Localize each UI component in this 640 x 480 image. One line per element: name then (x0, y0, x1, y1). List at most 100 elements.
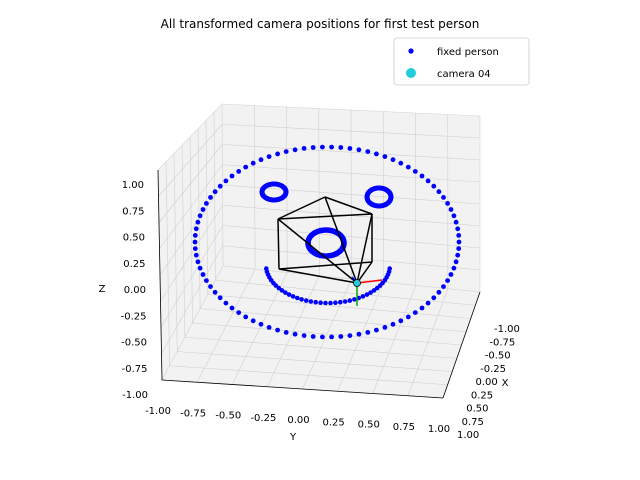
data-point (398, 160, 404, 166)
y-tick-labels: -1.00 -0.75 -0.50 -0.25 0.00 0.25 0.50 0.75 1.00 (145, 406, 450, 435)
data-point (374, 151, 379, 157)
data-point (388, 193, 394, 199)
data-point (445, 201, 450, 206)
legend-label-camera-04: camera 04 (437, 69, 491, 80)
data-point (455, 226, 461, 232)
data-point (347, 146, 353, 151)
grid-line (160, 225, 224, 328)
x-tick-label: -0.75 (489, 337, 515, 348)
data-point (352, 297, 357, 302)
data-point (453, 259, 459, 265)
data-point (310, 334, 316, 339)
data-point (333, 300, 338, 306)
data-point (338, 334, 344, 339)
data-point (412, 169, 418, 174)
data-point (436, 289, 442, 295)
axis-lines (157, 169, 481, 399)
data-point (195, 219, 201, 225)
legend-box (393, 37, 530, 86)
data-point (229, 173, 235, 179)
data-point (323, 300, 328, 306)
grid-line (372, 285, 417, 394)
data-point (390, 157, 396, 163)
chart-title: All transformed camera positions for fir… (161, 17, 480, 31)
x-tick-label: 0.50 (466, 404, 488, 415)
grid-line (192, 322, 462, 346)
data-point (405, 164, 411, 170)
data-point (456, 239, 462, 245)
data-point (212, 189, 218, 195)
legend-marker-fixed-person (408, 48, 414, 54)
data-point (283, 188, 289, 194)
data-point (356, 147, 362, 153)
frustum-edge (356, 213, 373, 284)
data-point (200, 207, 206, 212)
data-point (453, 219, 459, 225)
data-point (382, 154, 388, 160)
frustum-edge (356, 261, 373, 284)
data-point (382, 325, 388, 330)
data-point (295, 295, 300, 301)
data-point (229, 305, 235, 311)
data-point (195, 259, 201, 265)
x-tick-label: 0.00 (476, 377, 498, 388)
grid-line (200, 308, 467, 333)
data-point (347, 298, 353, 303)
data-point (419, 305, 425, 311)
z-tick-label: 1.00 (122, 180, 144, 191)
data-point (192, 246, 198, 252)
data-point (365, 149, 371, 155)
data-point (217, 295, 223, 301)
data-point (283, 330, 289, 335)
grid-line (407, 288, 449, 396)
grid-line (205, 120, 209, 295)
data-point (204, 278, 209, 283)
z-tick-label: 0.75 (122, 206, 144, 217)
data-point (223, 178, 229, 184)
data-point (398, 318, 404, 324)
grid-lines (158, 105, 481, 396)
z-tick-label: -0.50 (121, 338, 147, 349)
data-point (208, 284, 213, 289)
data-point (425, 178, 431, 184)
data-point (338, 299, 343, 305)
frustum-edge (277, 213, 373, 220)
data-point (456, 233, 462, 238)
data-point (292, 147, 298, 153)
x-axis-line (442, 291, 481, 399)
data-point (301, 333, 307, 338)
data-point (204, 201, 209, 206)
frustum-edge (277, 218, 280, 270)
frustum-edge (277, 196, 326, 220)
grid-line (197, 128, 201, 309)
data-point (318, 300, 323, 306)
data-point (342, 299, 348, 304)
data-point (250, 318, 256, 324)
y-tick-label: 0.25 (322, 417, 344, 428)
data-point (303, 298, 309, 303)
x-tick-label: -0.25 (480, 364, 506, 375)
y-tick-label: 1.00 (428, 424, 450, 435)
frustum-edge (277, 218, 358, 284)
data-point (193, 252, 199, 258)
y-tick-label: -0.50 (215, 411, 241, 422)
y-tick-label: -1.00 (145, 406, 171, 417)
data-point (217, 183, 223, 189)
data-point (448, 272, 454, 277)
data-point (197, 265, 203, 271)
data-point (266, 325, 272, 330)
y-tick-label: 0.75 (393, 422, 415, 433)
data-point (275, 327, 280, 333)
y-tick-label: 0.00 (287, 415, 309, 426)
data-point (448, 207, 454, 212)
data-point (441, 195, 446, 200)
x-tick-labels: -1.00 -0.75 -0.50 -0.25 0.00 0.25 0.50 0.75 1.00 (457, 324, 520, 441)
data-point (292, 331, 298, 337)
data-point (193, 226, 199, 232)
data-point (290, 294, 296, 299)
grid-line (161, 245, 224, 354)
data-point (243, 314, 249, 320)
data-point (387, 266, 393, 271)
data-point (456, 246, 462, 252)
